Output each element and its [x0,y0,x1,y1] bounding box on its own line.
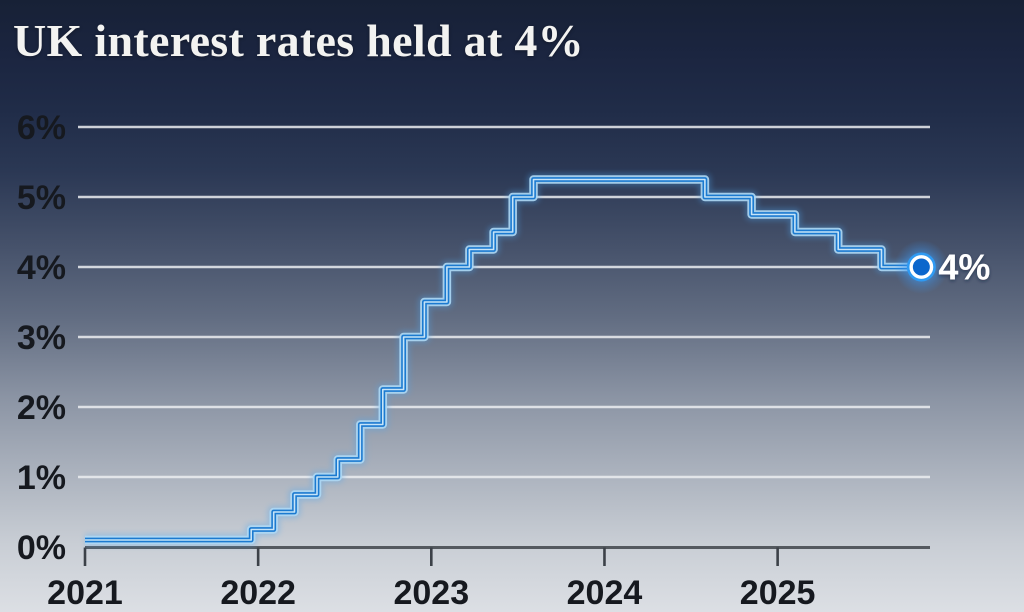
y-axis-label: 2% [17,389,66,427]
x-axis-label: 2023 [393,574,469,612]
x-axis-label: 2021 [47,574,123,612]
y-axis-label: 1% [17,459,66,497]
x-axis-label: 2022 [220,574,296,612]
chart-title: UK interest rates held at 4% [13,15,584,66]
rate-line-core [85,177,922,543]
end-value-label: 4% [938,247,990,288]
y-axis-label: 0% [17,529,66,567]
y-axis-label: 5% [17,179,66,217]
y-axis-label: 6% [17,109,66,147]
y-axis-label: 4% [17,249,66,287]
y-axis-label: 3% [17,319,66,357]
x-axis-label: 2024 [567,574,643,612]
end-marker-dot [909,255,934,279]
x-axis-label: 2025 [740,574,816,612]
rate-line-highlight [85,178,922,541]
